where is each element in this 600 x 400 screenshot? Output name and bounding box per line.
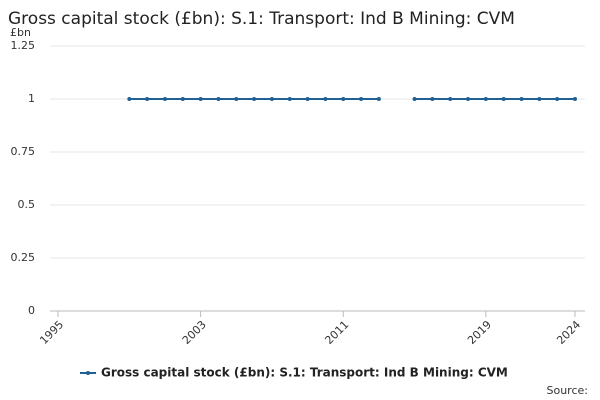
y-tick-label: 0.5 xyxy=(18,198,36,211)
y-tick-label: 1.25 xyxy=(11,39,36,52)
point xyxy=(162,97,167,101)
y-unit: £bn xyxy=(10,26,31,39)
point xyxy=(323,97,328,101)
x-tick-label: 2024 xyxy=(554,318,583,347)
point xyxy=(305,97,310,101)
chart-title: Gross capital stock (£bn): S.1: Transpor… xyxy=(8,9,515,29)
x-tick-label: 1995 xyxy=(37,318,66,347)
y-tick-label: 0.75 xyxy=(11,145,36,158)
point xyxy=(234,97,239,101)
point xyxy=(127,97,132,101)
point xyxy=(145,97,150,101)
point xyxy=(555,97,560,101)
point xyxy=(252,97,257,101)
legend-label: Gross capital stock (£bn): S.1: Transpor… xyxy=(101,366,508,380)
point xyxy=(341,97,346,101)
point xyxy=(412,97,417,101)
source: Source: xyxy=(547,384,589,397)
point xyxy=(448,97,453,101)
point xyxy=(537,97,542,101)
point xyxy=(573,97,577,101)
point xyxy=(501,97,506,101)
point xyxy=(180,97,185,101)
legend-swatch-marker xyxy=(86,371,90,375)
point xyxy=(466,97,471,101)
y-tick-label: 1 xyxy=(28,92,35,105)
y-tick-label: 0.25 xyxy=(11,251,36,264)
y-tick-label: 0 xyxy=(28,304,35,317)
x-tick-label: 2003 xyxy=(180,318,209,347)
point xyxy=(287,97,292,101)
point xyxy=(269,97,274,101)
point xyxy=(359,97,364,101)
point xyxy=(430,97,435,101)
point xyxy=(376,97,381,101)
point xyxy=(198,97,203,101)
x-tick-label: 2011 xyxy=(322,318,351,347)
point xyxy=(483,97,488,101)
point xyxy=(519,97,524,101)
x-tick-label: 2019 xyxy=(465,318,494,347)
point xyxy=(216,97,221,101)
